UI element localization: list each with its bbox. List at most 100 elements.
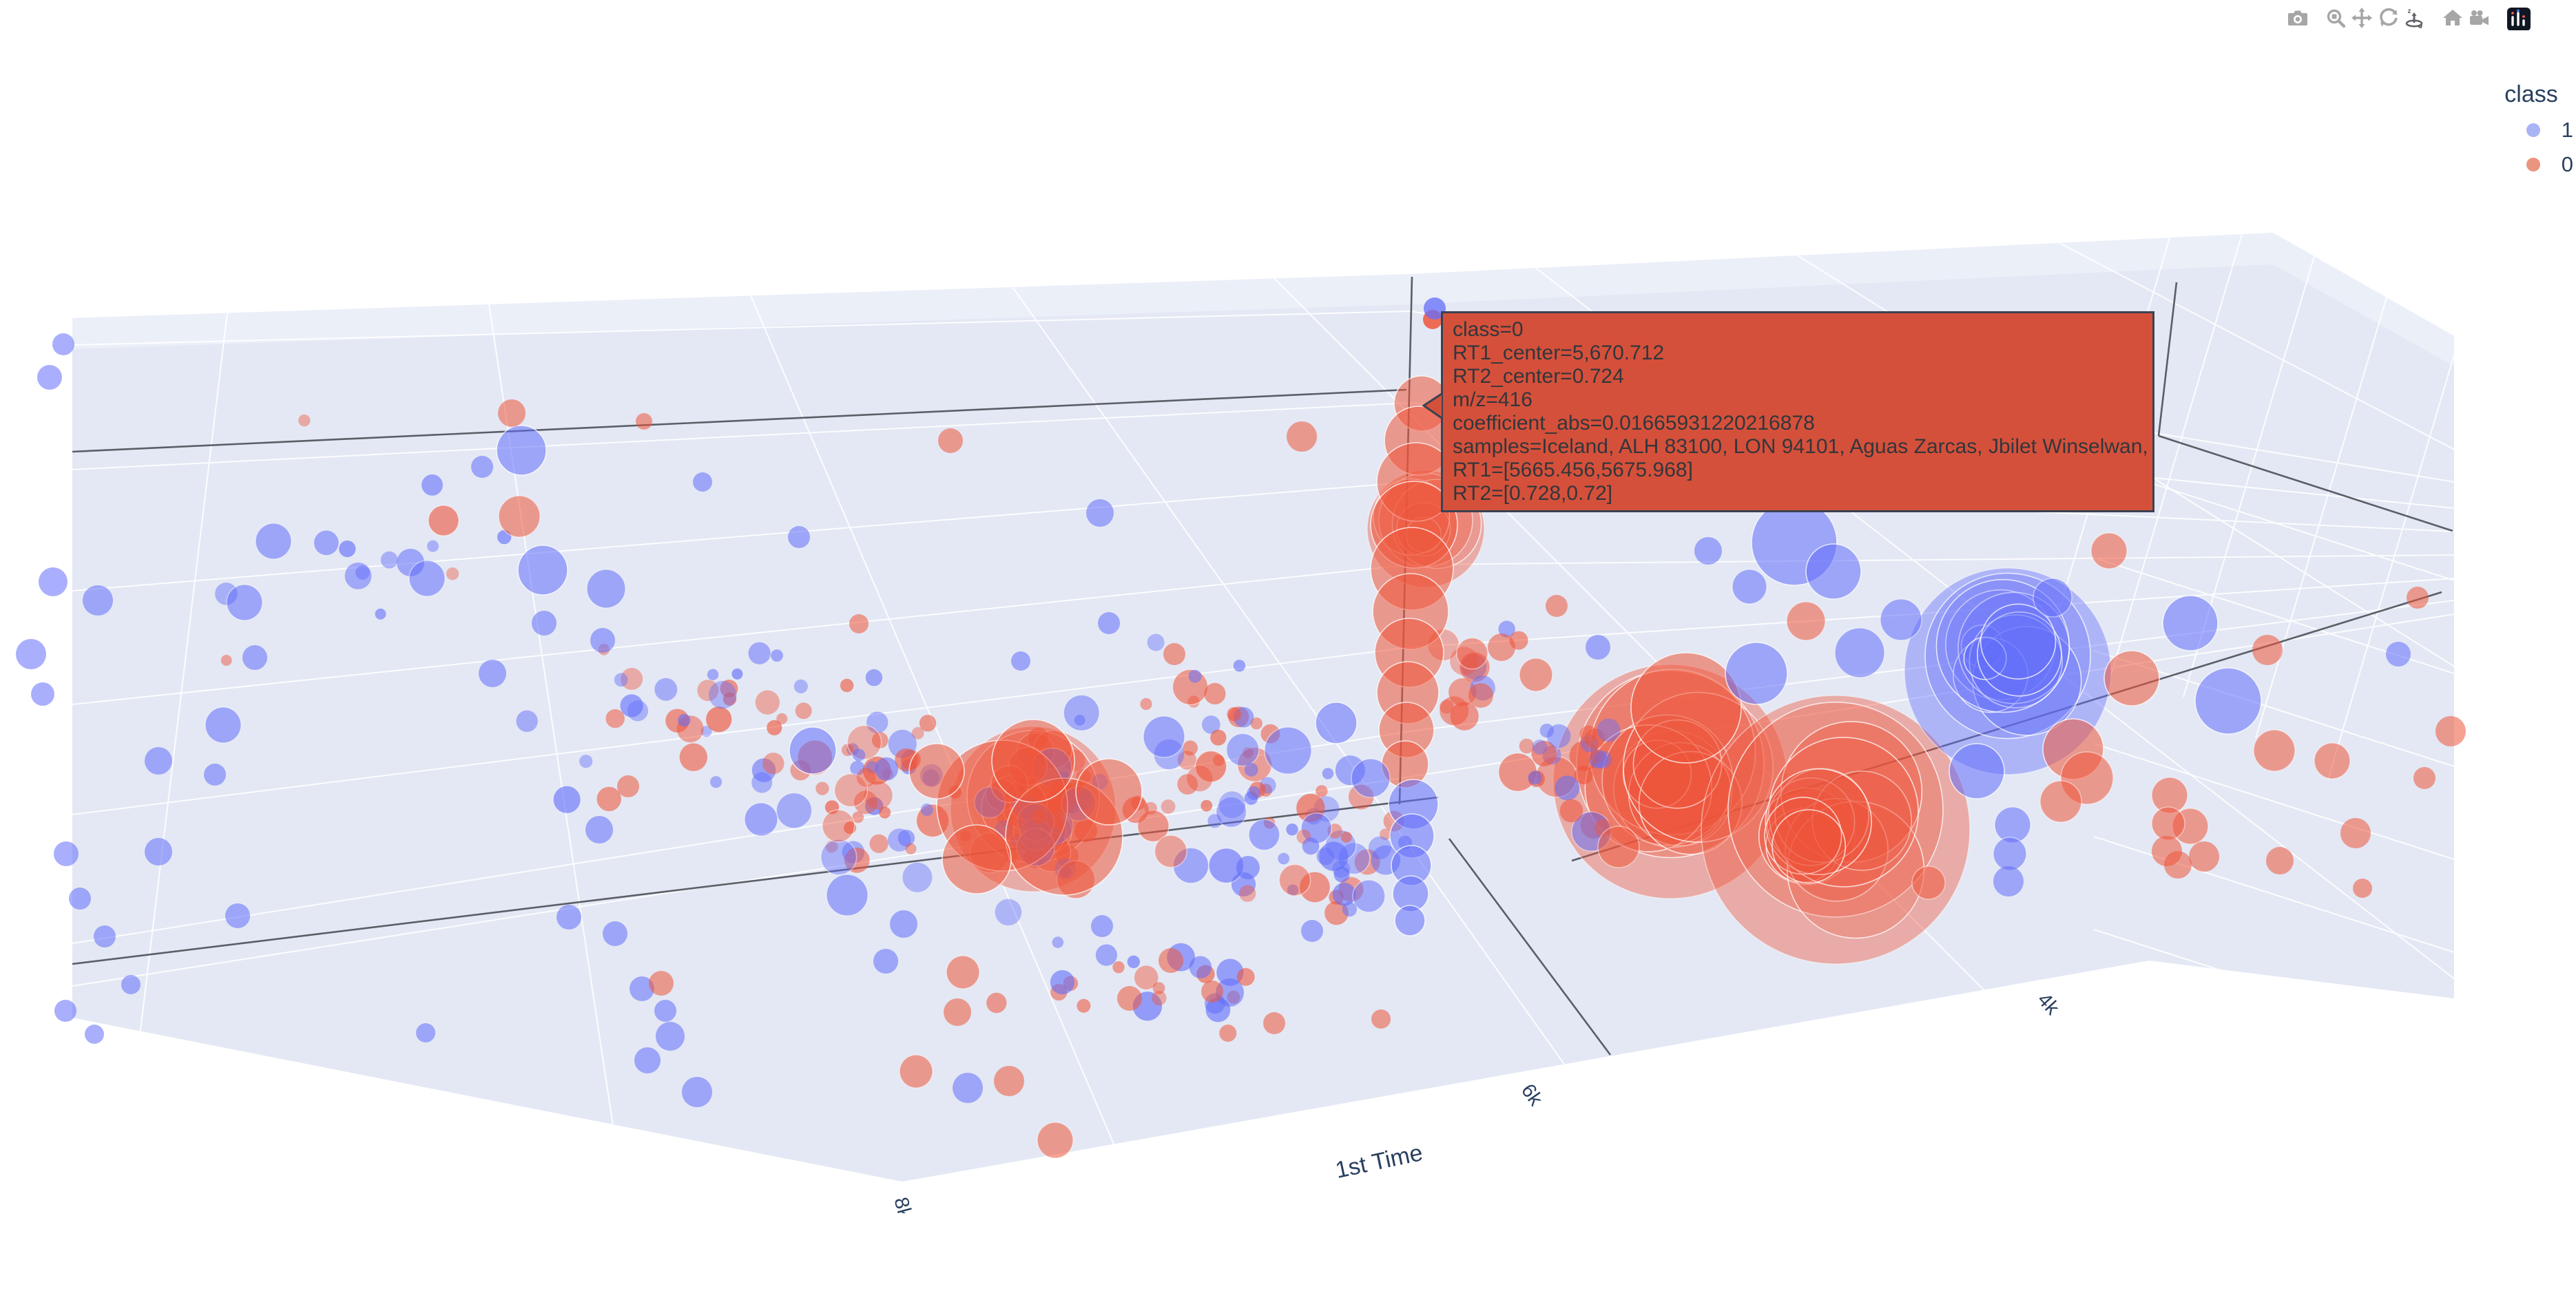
turntable-rotation-button[interactable]: z	[2402, 6, 2429, 32]
bubble-class-0[interactable]	[994, 1066, 1024, 1096]
bubble-class-1[interactable]	[1993, 837, 2027, 871]
bubble-class-0[interactable]	[1450, 702, 1479, 731]
bubble-class-0[interactable]	[1785, 797, 1889, 902]
bubble-class-1[interactable]	[422, 474, 443, 496]
bubble-class-0[interactable]	[1630, 652, 1742, 764]
bubble-class-1[interactable]	[516, 710, 538, 733]
bubble-class-0[interactable]	[2266, 847, 2294, 874]
bubble-class-1[interactable]	[83, 585, 113, 616]
bubble-class-1[interactable]	[1063, 694, 1100, 732]
bubble-class-1[interactable]	[751, 772, 773, 793]
bubble-class-1[interactable]	[1394, 905, 1426, 936]
bubble-class-1[interactable]	[620, 694, 643, 717]
bubble-class-0[interactable]	[2340, 818, 2371, 848]
reset-camera-last-save-button[interactable]	[2467, 6, 2493, 32]
bubble-class-0[interactable]	[1134, 965, 1159, 989]
bubble-class-0[interactable]	[298, 415, 311, 427]
bubble-class-0[interactable]	[1519, 738, 1535, 754]
bubble-class-0[interactable]	[1589, 750, 1603, 764]
bubble-class-1[interactable]	[1319, 841, 1349, 871]
bubble-class-1[interactable]	[1732, 569, 1767, 605]
bubble-class-0[interactable]	[852, 811, 864, 824]
bubble-class-0[interactable]	[849, 614, 869, 633]
bubble-class-0[interactable]	[1263, 1012, 1285, 1034]
bubble-class-1[interactable]	[709, 776, 723, 788]
bubble-class-0[interactable]	[911, 726, 924, 740]
bubble-class-0[interactable]	[2435, 716, 2466, 746]
bubble-class-0[interactable]	[1152, 982, 1165, 994]
scene-3d[interactable]	[0, 0, 2576, 1213]
bubble-class-0[interactable]	[1177, 774, 1198, 795]
bubble-class-1[interactable]	[1236, 856, 1260, 879]
bubble-class-0[interactable]	[1154, 835, 1187, 868]
bubble-class-0[interactable]	[944, 998, 971, 1026]
bubble-class-1[interactable]	[586, 569, 626, 609]
bubble-class-1[interactable]	[678, 713, 691, 727]
bubble-class-1[interactable]	[1960, 624, 2004, 668]
bubble-class-1[interactable]	[654, 1000, 676, 1022]
bubble-class-1[interactable]	[1694, 537, 1722, 565]
bubble-class-1[interactable]	[226, 584, 263, 621]
bubble-class-0[interactable]	[2090, 532, 2128, 569]
bubble-class-1[interactable]	[630, 976, 654, 1001]
bubble-class-0[interactable]	[2407, 587, 2429, 609]
bubble-class-1[interactable]	[1322, 768, 1334, 779]
pan-button[interactable]	[2350, 6, 2376, 32]
bubble-class-0[interactable]	[1531, 740, 1557, 766]
bubble-class-1[interactable]	[1286, 824, 1298, 836]
bubble-class-0[interactable]	[1210, 729, 1227, 746]
bubble-class-0[interactable]	[621, 668, 643, 690]
bubble-class-1[interactable]	[853, 748, 866, 762]
bubble-class-1[interactable]	[1332, 860, 1350, 878]
bubble-class-0[interactable]	[428, 505, 459, 536]
bubble-class-0[interactable]	[1239, 885, 1256, 902]
bubble-class-0[interactable]	[1597, 826, 1640, 868]
bubble-class-1[interactable]	[1278, 852, 1290, 865]
bubble-class-0[interactable]	[919, 715, 937, 732]
bubble-class-0[interactable]	[2253, 729, 2296, 772]
bubble-class-0[interactable]	[1316, 785, 1328, 797]
bubble-class-1[interactable]	[748, 642, 771, 664]
bubble-class-0[interactable]	[871, 732, 889, 748]
bubble-class-0[interactable]	[762, 753, 785, 775]
bubble-class-1[interactable]	[204, 764, 226, 786]
bubble-class-1[interactable]	[85, 1025, 104, 1044]
bubble-class-0[interactable]	[605, 709, 625, 728]
bubble-class-0[interactable]	[1701, 695, 1971, 965]
bubble-class-1[interactable]	[344, 563, 372, 589]
legend-item-class-0[interactable]: 0	[2477, 152, 2573, 177]
bubble-class-1[interactable]	[1225, 733, 1260, 767]
bubble-class-0[interactable]	[822, 809, 855, 843]
bubble-class-0[interactable]	[697, 680, 719, 702]
bubble-class-1[interactable]	[2033, 578, 2073, 618]
bubble-class-0[interactable]	[679, 743, 707, 771]
bubble-class-0[interactable]	[2151, 806, 2185, 841]
bubble-class-0[interactable]	[2353, 879, 2372, 898]
bubble-class-0[interactable]	[833, 773, 869, 808]
bubble-class-0[interactable]	[908, 743, 965, 799]
bubble-class-1[interactable]	[1143, 715, 1185, 758]
bubble-class-0[interactable]	[864, 781, 893, 810]
bubble-class-1[interactable]	[1595, 751, 1612, 769]
bubble-class-0[interactable]	[986, 992, 1007, 1014]
bubble-class-1[interactable]	[532, 611, 557, 636]
bubble-class-1[interactable]	[553, 786, 581, 813]
bubble-class-1[interactable]	[1218, 791, 1246, 819]
bubble-class-0[interactable]	[1519, 658, 1553, 692]
bubble-class-0[interactable]	[776, 713, 788, 724]
bubble-class-1[interactable]	[1095, 944, 1117, 966]
bubble-class-1[interactable]	[517, 545, 568, 596]
bubble-class-1[interactable]	[585, 816, 613, 843]
bubble-class-1[interactable]	[2194, 667, 2262, 735]
bubble-class-0[interactable]	[1161, 799, 1176, 814]
bubble-class-0[interactable]	[844, 821, 856, 835]
bubble-class-0[interactable]	[498, 495, 541, 538]
bubble-class-0[interactable]	[946, 955, 980, 989]
bubble-class-1[interactable]	[1880, 598, 1922, 641]
bubble-class-1[interactable]	[1188, 669, 1202, 683]
bubble-class-0[interactable]	[1163, 643, 1185, 665]
bubble-class-1[interactable]	[1351, 758, 1391, 798]
zoom-button[interactable]	[2324, 6, 2350, 32]
bubble-class-1[interactable]	[54, 841, 79, 866]
bubble-class-0[interactable]	[879, 806, 891, 819]
